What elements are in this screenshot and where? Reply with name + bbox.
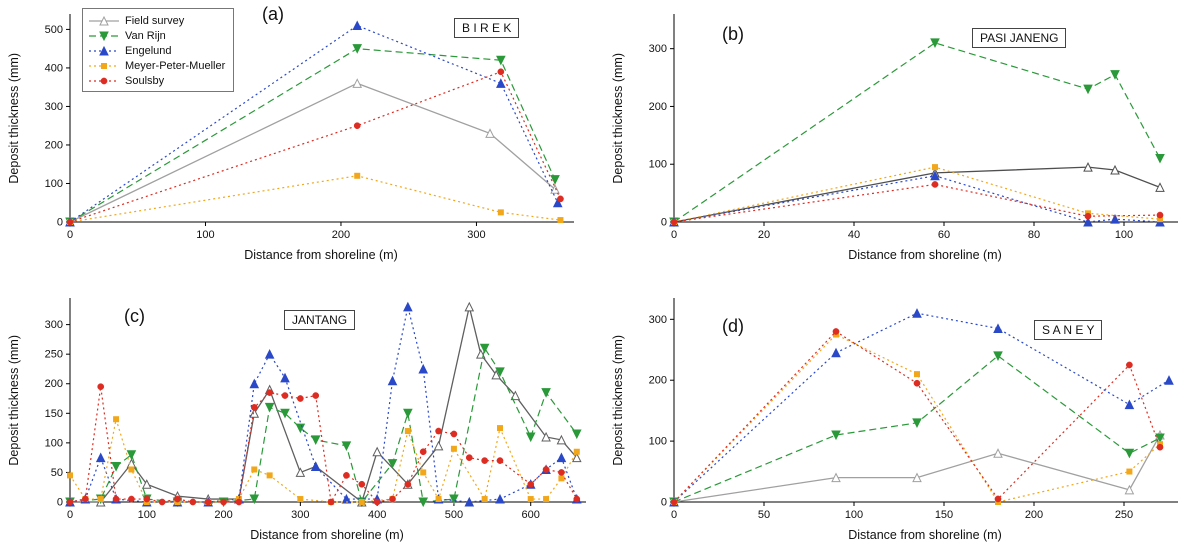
svg-text:300: 300 — [291, 509, 309, 521]
svg-text:150: 150 — [935, 509, 953, 521]
legend-item: Meyer-Peter-Mueller — [88, 58, 225, 73]
panel-birek: (a) B I R E K Deposit thickness (mm) 0 10… — [6, 2, 588, 264]
panel-title: JANTANG — [284, 310, 356, 330]
y-axis-label-wrap: Deposit thickness (mm) — [610, 2, 626, 234]
svg-text:80: 80 — [1028, 229, 1040, 241]
triangle-up-icon — [89, 45, 119, 55]
panel-pasi-janeng: (b) PASI JANENG Deposit thickness (mm) 0… — [610, 2, 1192, 264]
circle-icon — [89, 77, 119, 84]
panel-title: PASI JANENG — [972, 28, 1067, 48]
svg-text:50: 50 — [51, 467, 63, 479]
legend-item: Van Rijn — [88, 28, 225, 43]
svg-text:400: 400 — [45, 62, 63, 74]
panel-letter: (b) — [722, 24, 744, 44]
legend-item-label: Meyer-Peter-Mueller — [125, 59, 226, 72]
svg-text:300: 300 — [649, 314, 667, 326]
panel-letter: (a) — [262, 4, 284, 24]
svg-text:100: 100 — [1115, 229, 1133, 241]
svg-text:100: 100 — [845, 509, 863, 521]
svg-text:60: 60 — [938, 229, 950, 241]
svg-text:200: 200 — [332, 229, 350, 241]
legend-item-label: Field survey — [125, 14, 185, 27]
svg-text:150: 150 — [45, 408, 63, 420]
y-axis-label: Deposit thickness (mm) — [611, 334, 625, 466]
legend-item-label: Soulsby — [125, 74, 165, 87]
svg-text:0: 0 — [67, 509, 73, 521]
panel-title: S A N E Y — [1034, 320, 1103, 340]
svg-text:400: 400 — [368, 509, 386, 521]
x-axis-label: Distance from shoreline (m) — [250, 528, 404, 542]
svg-text:100: 100 — [45, 437, 63, 449]
svg-text:0: 0 — [57, 497, 63, 509]
y-axis-label-wrap: Deposit thickness (mm) — [610, 286, 626, 514]
chart-a: 0 100 200 300 0 100 200 300 400 500 — [45, 14, 574, 241]
svg-text:200: 200 — [214, 509, 232, 521]
legend-item: Field survey — [88, 13, 225, 28]
svg-text:20: 20 — [758, 229, 770, 241]
svg-text:0: 0 — [57, 217, 63, 229]
square-icon — [89, 62, 119, 69]
svg-text:0: 0 — [671, 229, 677, 241]
legend-item-label: Engelund — [125, 44, 172, 57]
y-axis-label: Deposit thickness (mm) — [611, 52, 625, 184]
triangle-down-icon — [89, 31, 119, 41]
svg-text:300: 300 — [467, 229, 485, 241]
svg-text:300: 300 — [649, 43, 667, 55]
svg-text:0: 0 — [661, 497, 667, 509]
svg-text:200: 200 — [649, 101, 667, 113]
legend-item-label: Van Rijn — [125, 29, 166, 42]
svg-text:0: 0 — [661, 217, 667, 229]
svg-text:200: 200 — [1025, 509, 1043, 521]
triangle-open-icon — [89, 15, 119, 25]
svg-text:300: 300 — [45, 101, 63, 113]
y-axis-label: Deposit thickness (mm) — [7, 334, 21, 466]
x-axis-label: Distance from shoreline (m) — [848, 528, 1002, 542]
svg-text:100: 100 — [649, 159, 667, 171]
legend: Field survey Van Rijn Engelund Meyer-Peter-… — [82, 8, 235, 92]
legend-item: Soulsby — [88, 73, 225, 88]
svg-text:250: 250 — [1115, 509, 1133, 521]
svg-text:100: 100 — [196, 229, 214, 241]
svg-text:0: 0 — [671, 509, 677, 521]
y-axis-label-wrap: Deposit thickness (mm) — [6, 2, 22, 234]
svg-text:200: 200 — [45, 139, 63, 151]
panel-title: B I R E K — [454, 18, 520, 38]
svg-text:500: 500 — [45, 24, 63, 36]
svg-text:100: 100 — [138, 509, 156, 521]
chart-c: 0 100 200 300 400 500 600 0 50 100 150 200 250 300 — [45, 298, 586, 521]
y-axis-label: Deposit thickness (mm) — [7, 52, 21, 184]
y-axis-label-wrap: Deposit thickness (mm) — [6, 286, 22, 514]
x-axis-label: Distance from shoreline (m) — [244, 248, 398, 262]
legend-item: Engelund — [88, 43, 225, 58]
svg-text:600: 600 — [522, 509, 540, 521]
svg-text:200: 200 — [45, 378, 63, 390]
panel-letter: (d) — [722, 316, 744, 336]
svg-text:0: 0 — [67, 229, 73, 241]
svg-text:250: 250 — [45, 349, 63, 361]
svg-text:100: 100 — [45, 178, 63, 190]
chart-d: 0 50 100 150 200 250 0 100 200 300 — [649, 298, 1178, 521]
svg-text:500: 500 — [445, 509, 463, 521]
svg-text:100: 100 — [649, 436, 667, 448]
svg-text:40: 40 — [848, 229, 860, 241]
svg-text:50: 50 — [758, 509, 770, 521]
chart-b: 0 20 40 60 80 100 0 100 200 300 — [649, 14, 1178, 241]
svg-text:300: 300 — [45, 319, 63, 331]
panel-letter: (c) — [124, 306, 145, 326]
panel-saney: (d) S A N E Y Deposit thickness (mm) 0 50… — [610, 286, 1192, 544]
x-axis-label: Distance from shoreline (m) — [848, 248, 1002, 262]
panel-jantang: (c) JANTANG Deposit thickness (mm) 0 100 2… — [6, 286, 600, 544]
svg-text:200: 200 — [649, 375, 667, 387]
